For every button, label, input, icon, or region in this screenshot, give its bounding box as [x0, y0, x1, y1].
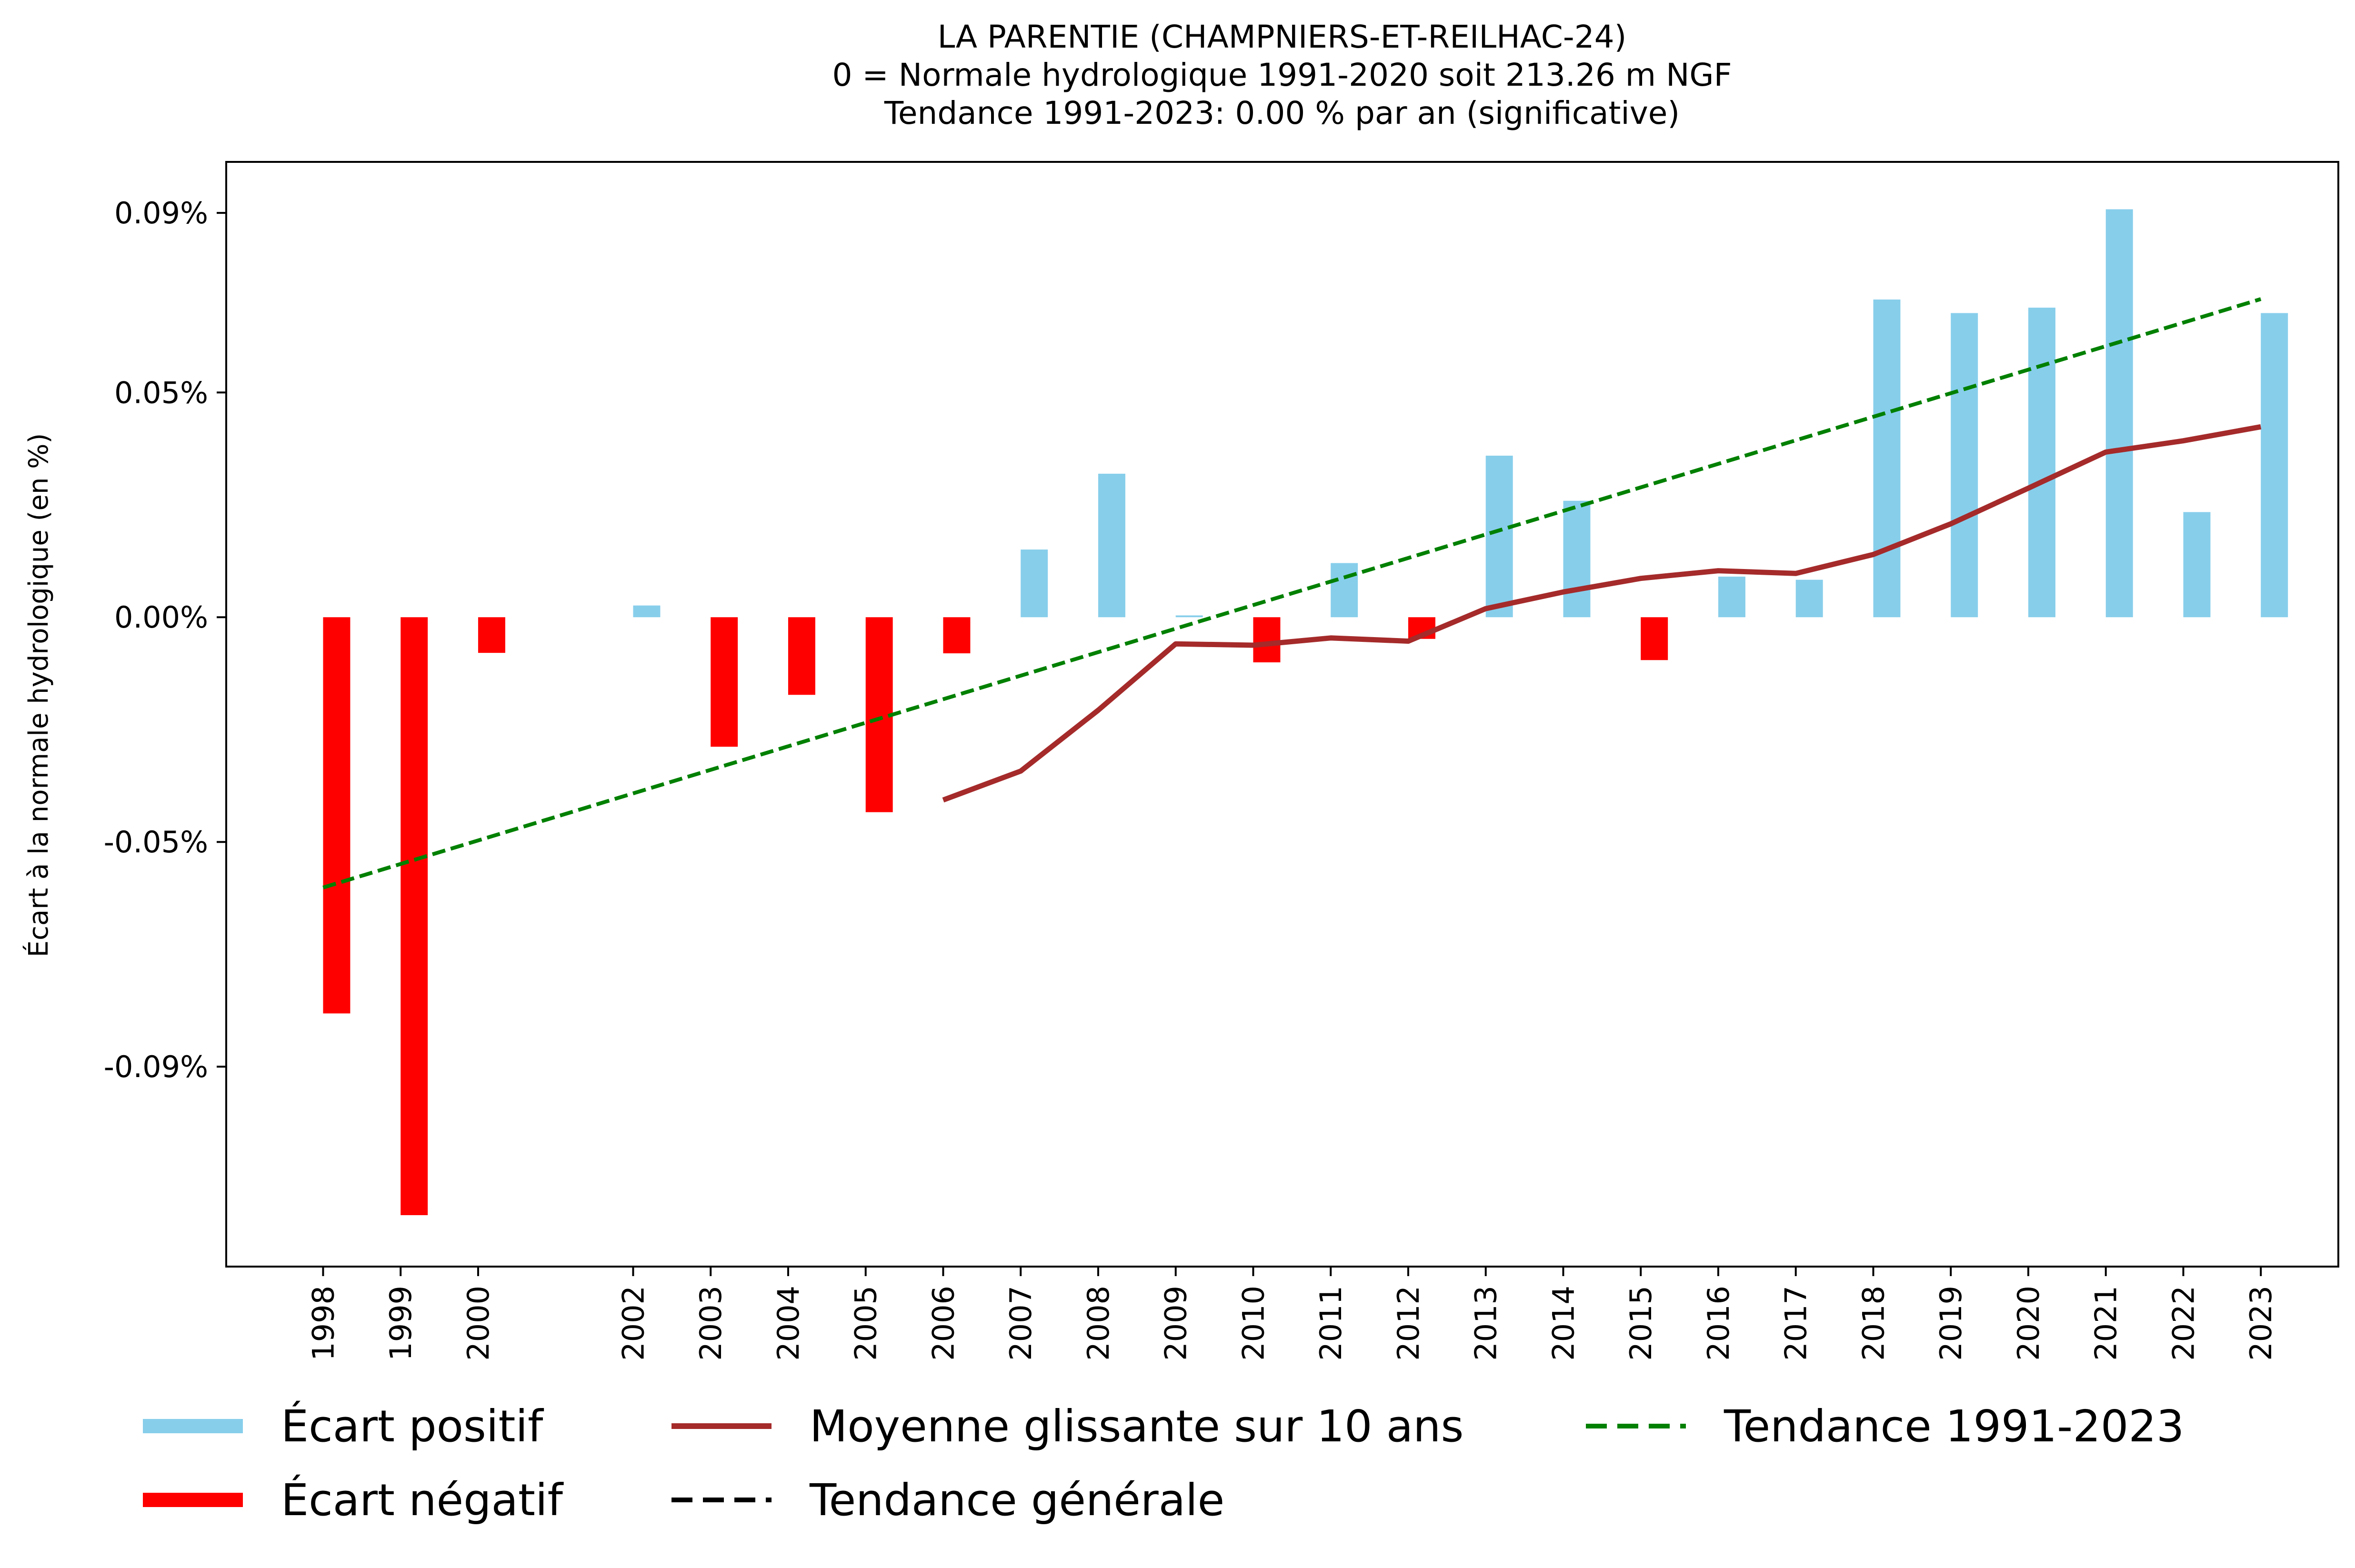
y-tick-label: -0.05%	[104, 825, 208, 859]
x-tick-label: 2019	[1934, 1286, 1968, 1361]
x-tick-label: 2011	[1313, 1286, 1348, 1361]
bar-2019	[1951, 313, 1978, 618]
x-axis-ticks: 1998 1999 2000 2002 2003 2004 2005 2006 2007 2008…	[306, 1267, 2278, 1361]
x-tick-label: 2000	[461, 1286, 496, 1361]
x-tick-label: 2012	[1391, 1286, 1426, 1361]
x-tick-label: 2023	[2244, 1286, 2278, 1361]
bar-2022	[2183, 512, 2211, 618]
x-tick-label: 2014	[1546, 1286, 1581, 1361]
x-tick-label: 1999	[383, 1286, 418, 1361]
bar-2007	[1021, 549, 1048, 618]
bar-2023	[2261, 313, 2288, 618]
bars	[323, 209, 2288, 1215]
bar-2017	[1795, 579, 1823, 618]
x-tick-label: 2021	[2089, 1286, 2124, 1361]
x-tick-label: 2017	[1779, 1286, 1814, 1361]
y-axis-ticks: 0.09% 0.05% 0.00% -0.05% -0.09%	[104, 196, 226, 1084]
title-line-1: LA PARENTIE (CHAMPNIERS-ET-REILHAC-24)	[938, 19, 1627, 55]
x-tick-label: 2020	[2011, 1286, 2046, 1361]
legend-label-5: Tendance 1991-2023	[1724, 1401, 2184, 1452]
title-line-3: Tendance 1991-2023: 0.00 % par an (signi…	[884, 95, 1680, 131]
legend-label-3: Moyenne glissante sur 10 ans	[810, 1401, 1463, 1452]
bar-2018	[1873, 300, 1901, 618]
title-line-2: 0 = Normale hydrologique 1991-2020 soit …	[832, 57, 1732, 93]
x-tick-label: 2016	[1701, 1286, 1736, 1361]
x-tick-label: 2004	[771, 1286, 806, 1361]
x-tick-label: 2018	[1856, 1286, 1891, 1361]
bar-2021	[2105, 209, 2133, 618]
x-tick-label: 2013	[1469, 1286, 1503, 1361]
bar-2008	[1098, 473, 1125, 618]
bar-2000	[478, 617, 505, 653]
y-tick-label: 0.05%	[114, 375, 208, 410]
plot-frame	[225, 161, 2339, 1268]
bar-2010	[1253, 617, 1281, 663]
x-tick-label: 2003	[693, 1286, 728, 1361]
bar-2009	[1175, 615, 1203, 618]
bar-2003	[711, 617, 738, 747]
moving-average-line	[942, 424, 2262, 803]
x-tick-label: 2007	[1003, 1286, 1038, 1361]
series-lines	[322, 297, 2262, 889]
bar-2014	[1563, 500, 1591, 618]
legend: Écart positif Écart négatif Moyenne glissa…	[143, 1400, 2184, 1526]
y-axis-label: Écart à la normale hydrologique (en %)	[23, 433, 54, 958]
bar-1998	[323, 617, 351, 1014]
chart-title: LA PARENTIE (CHAMPNIERS-ET-REILHAC-24)0 …	[832, 19, 1732, 131]
legend-label-2: Écart négatif	[281, 1474, 564, 1526]
y-tick-label: 0.09%	[114, 196, 208, 230]
y-tick-label: -0.09%	[104, 1049, 208, 1084]
bar-1999	[401, 617, 428, 1215]
x-tick-label: 2006	[926, 1286, 961, 1361]
bar-2004	[788, 617, 815, 695]
bar-2011	[1331, 563, 1358, 618]
bar-2015	[1641, 617, 1668, 660]
x-tick-label: 2009	[1159, 1286, 1193, 1361]
bar-2002	[633, 605, 661, 618]
x-tick-label: 1998	[306, 1286, 341, 1361]
x-tick-label: 2008	[1081, 1286, 1116, 1361]
bar-2020	[2028, 308, 2055, 618]
bar-2006	[943, 617, 971, 654]
bar-2013	[1485, 455, 1513, 618]
x-tick-label: 2015	[1623, 1286, 1658, 1361]
y-tick-label: 0.00%	[114, 600, 208, 635]
x-tick-label: 2002	[616, 1286, 651, 1361]
legend-label-1: Écart positif	[281, 1400, 544, 1452]
bar-2016	[1718, 576, 1745, 618]
x-tick-label: 2005	[849, 1286, 883, 1361]
x-tick-label: 2022	[2166, 1286, 2201, 1361]
trend-line-1991-2023	[322, 297, 2262, 889]
legend-label-4: Tendance générale	[809, 1475, 1224, 1526]
x-tick-label: 2010	[1236, 1286, 1271, 1361]
